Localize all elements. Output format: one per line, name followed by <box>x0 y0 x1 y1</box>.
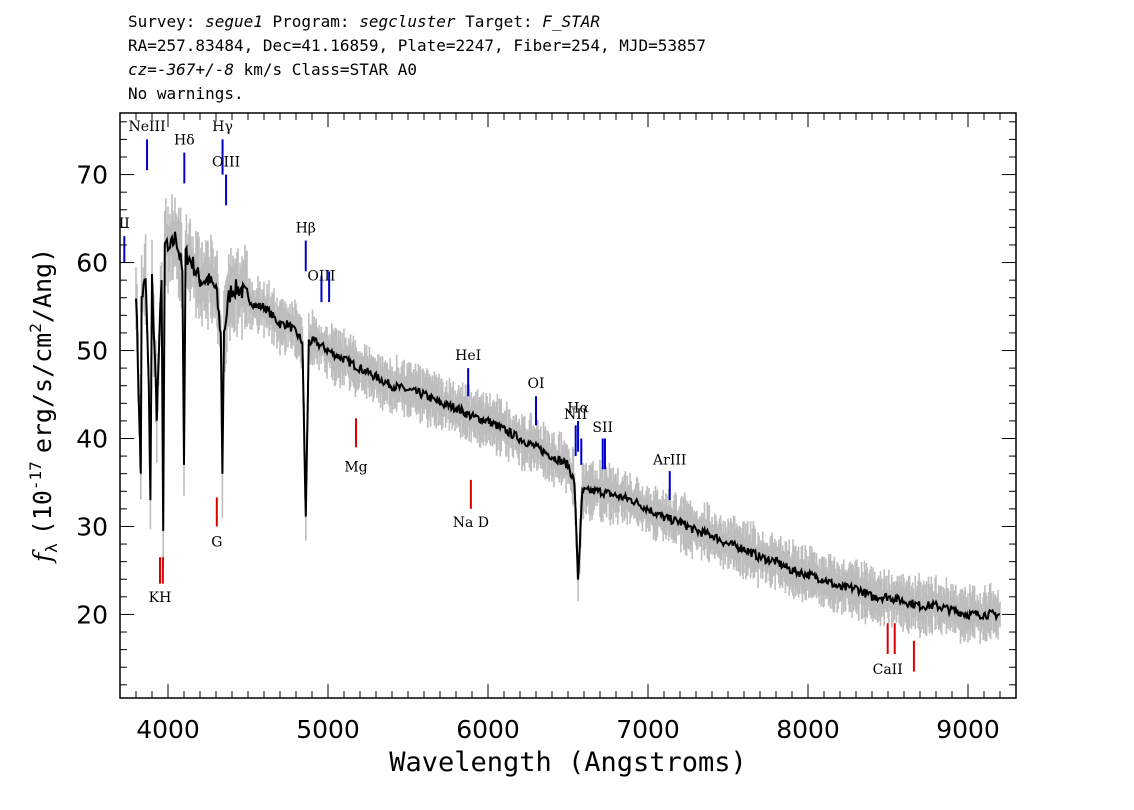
survey-label: Survey: <box>128 12 206 31</box>
program-label: Program: <box>262 12 360 31</box>
target-label: Target: <box>455 12 543 31</box>
line-label: OIII <box>212 154 240 170</box>
x-tick-label: 5000 <box>296 715 360 744</box>
line-label: SII <box>592 420 613 436</box>
y-label-f: f <box>28 549 57 564</box>
line-label: OIII <box>307 269 335 285</box>
header-line-1: Survey: segue1 Program: segcluster Targe… <box>128 10 706 34</box>
x-tick-label: 8000 <box>776 715 840 744</box>
line-label: Na D <box>453 515 489 531</box>
y-label-units: erg/s/cm <box>28 333 57 453</box>
line-label: Hβ <box>296 220 316 236</box>
y-tick-label: 40 <box>76 424 108 453</box>
x-tick-labels: 4000 5000 6000 7000 8000 9000 <box>136 715 1000 744</box>
y-tick-labels: 20 30 40 50 60 70 <box>76 161 108 630</box>
program-value: segcluster <box>359 12 456 31</box>
line-label: NII <box>564 407 587 423</box>
y-label-end: /Ang) <box>28 248 57 323</box>
y-tick-label: 50 <box>76 337 108 366</box>
x-tick-label: 7000 <box>616 715 680 744</box>
y-label-main: (10 <box>28 490 57 535</box>
line-label: Hδ <box>174 132 195 148</box>
line-label: NeIII <box>128 119 165 135</box>
y-label-exp2: 2 <box>26 323 45 333</box>
y-tick-label: 30 <box>76 512 108 541</box>
y-label-sub: λ <box>42 543 61 553</box>
y-tick-label: 20 <box>76 600 108 629</box>
header-line-4: No warnings. <box>128 84 244 103</box>
x-tick-label: 4000 <box>136 715 200 744</box>
plot-header: Survey: segue1 Program: segcluster Targe… <box>128 10 706 106</box>
spectrum-line <box>135 231 1001 622</box>
target-value: F_STAR <box>542 12 601 31</box>
line-label: KH <box>149 590 172 606</box>
line-label: OI <box>527 376 544 392</box>
line-label: ArIII <box>652 453 686 469</box>
survey-value: segue1 <box>205 12 263 31</box>
y-axis-label: fλ (10-17 erg/s/cm2/Ang) <box>26 248 61 564</box>
line-label: II <box>119 216 130 232</box>
x-tick-label: 6000 <box>456 715 520 744</box>
line-label: Mg <box>344 460 367 476</box>
y-label-exp: -17 <box>26 461 45 490</box>
axis-ticks <box>119 113 1017 698</box>
x-axis-label: Wavelength (Angstroms) <box>389 747 747 778</box>
line-label: HeI <box>455 348 481 364</box>
y-tick-label: 60 <box>76 249 108 278</box>
x-tick-label: 9000 <box>936 715 1000 744</box>
y-tick-label: 70 <box>76 161 108 190</box>
line-label: CaII <box>873 662 903 678</box>
redshift-value: cz=-367+/-8 <box>128 60 234 79</box>
header-line-2: RA=257.83484, Dec=41.16859, Plate=2247, … <box>128 36 706 55</box>
line-label: G <box>211 534 222 550</box>
line-label: Hγ <box>212 119 233 135</box>
line-label: Hα <box>567 401 589 417</box>
header-line-3: cz=-367+/-8 km/s Class=STAR A0 <box>128 58 706 82</box>
class-text: km/s Class=STAR A0 <box>233 60 417 79</box>
